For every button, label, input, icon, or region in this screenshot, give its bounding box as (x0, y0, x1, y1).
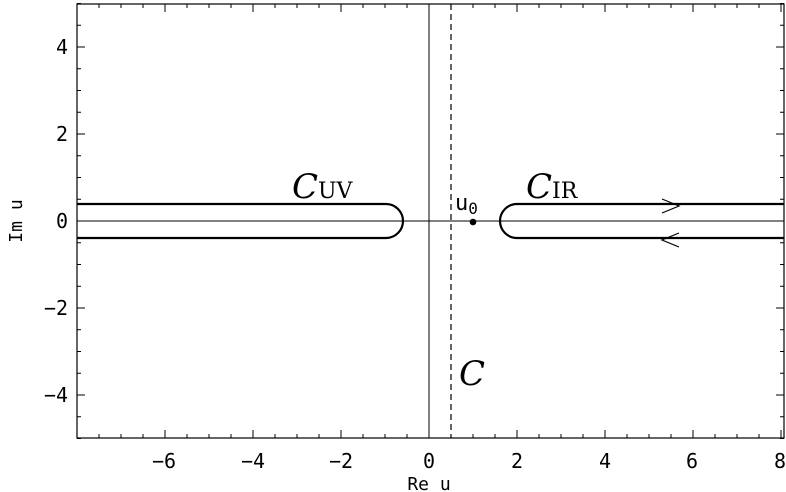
label-c-ir: CIR (526, 167, 579, 207)
y-tick-labels: 4 2 0 −2 −4 (44, 35, 68, 407)
x-tick-label: 4 (599, 449, 611, 473)
contour-c-ir (498, 202, 784, 240)
x-tick-label: 0 (423, 449, 435, 473)
y-tick-label: −2 (44, 296, 68, 320)
tick-marks (76, 3, 784, 439)
arrow-left-icon (660, 232, 680, 248)
y-tick-label: 2 (56, 122, 68, 146)
x-axis-title: Re u (407, 474, 450, 492)
x-tick-labels: −6 −4 −2 0 2 4 6 8 (152, 449, 786, 473)
y-tick-label: 4 (56, 35, 68, 59)
y-axis-title: Im u (6, 199, 27, 242)
x-tick-label: −6 (152, 449, 176, 473)
x-tick-label: 8 (774, 449, 786, 473)
label-u0: u0 (455, 191, 478, 218)
y-tick-label: −4 (44, 383, 68, 407)
x-tick-label: 2 (511, 449, 523, 473)
arrow-right-icon (661, 198, 681, 214)
label-c-uv: CUV (292, 167, 354, 207)
point-u0 (469, 218, 477, 226)
x-tick-label: 6 (686, 449, 698, 473)
x-tick-label: −4 (241, 449, 265, 473)
contour-c-uv (77, 202, 405, 240)
label-c: C (459, 354, 485, 394)
y-tick-label: 0 (56, 209, 68, 233)
x-tick-label: −2 (329, 449, 353, 473)
